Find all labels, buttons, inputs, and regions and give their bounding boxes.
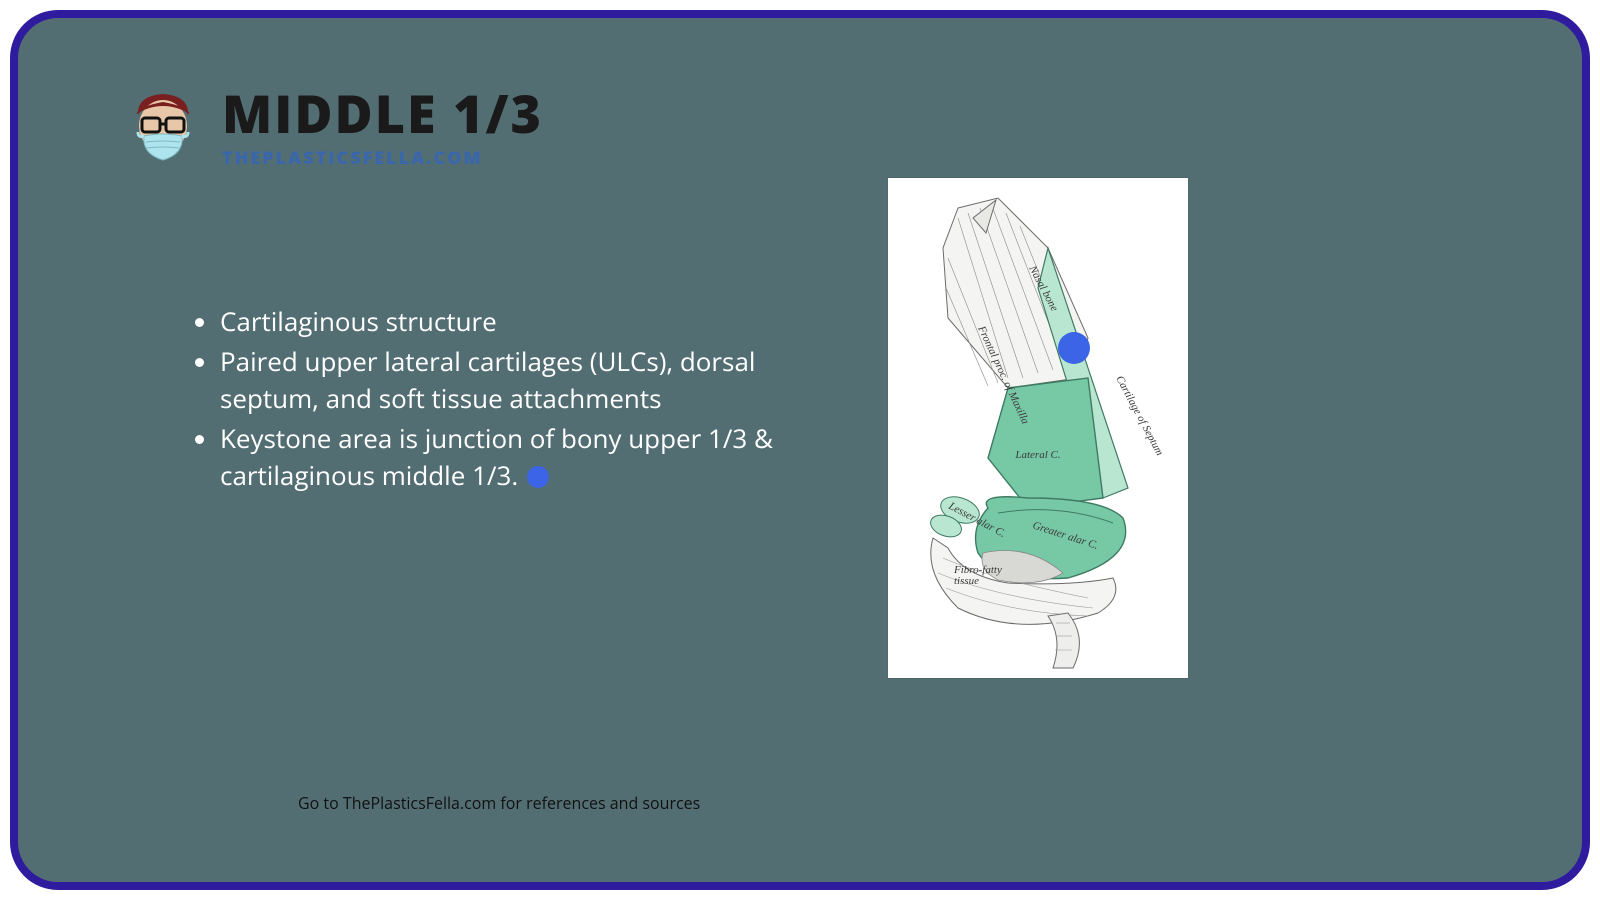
title-block: MIDDLE 1/3 THEPLASTICSFELLA.COM xyxy=(222,88,543,170)
keystone-dot-icon xyxy=(1058,332,1090,364)
bullet-list: Cartilaginous structure Paired upper lat… xyxy=(188,303,788,493)
slide-title: MIDDLE 1/3 xyxy=(222,88,543,140)
brand-logo-icon xyxy=(128,88,198,168)
slide-subtitle: THEPLASTICSFELLA.COM xyxy=(222,146,543,170)
bullet-text: Keystone area is junction of bony upper … xyxy=(220,420,773,492)
slide-header: MIDDLE 1/3 THEPLASTICSFELLA.COM xyxy=(128,88,543,170)
list-item: Cartilaginous structure xyxy=(220,303,788,339)
slide-frame: MIDDLE 1/3 THEPLASTICSFELLA.COM Cartilag… xyxy=(10,10,1590,890)
list-item: Paired upper lateral cartilages (ULCs), … xyxy=(220,343,788,416)
keystone-marker-icon xyxy=(527,466,549,488)
bullet-text: Paired upper lateral cartilages (ULCs), … xyxy=(220,343,755,415)
diagram-label: Cartilage of Septum xyxy=(1113,374,1165,458)
list-item: Keystone area is junction of bony upper … xyxy=(220,420,788,493)
anatomy-diagram: Nasal bone Frontal proc. of Maxilla Cart… xyxy=(888,178,1188,678)
bullet-text: Cartilaginous structure xyxy=(220,303,497,339)
slide-footer: Go to ThePlasticsFella.com for reference… xyxy=(298,792,700,814)
diagram-label: Lateral C. xyxy=(1014,449,1060,461)
slide-body: Cartilaginous structure Paired upper lat… xyxy=(188,303,788,497)
